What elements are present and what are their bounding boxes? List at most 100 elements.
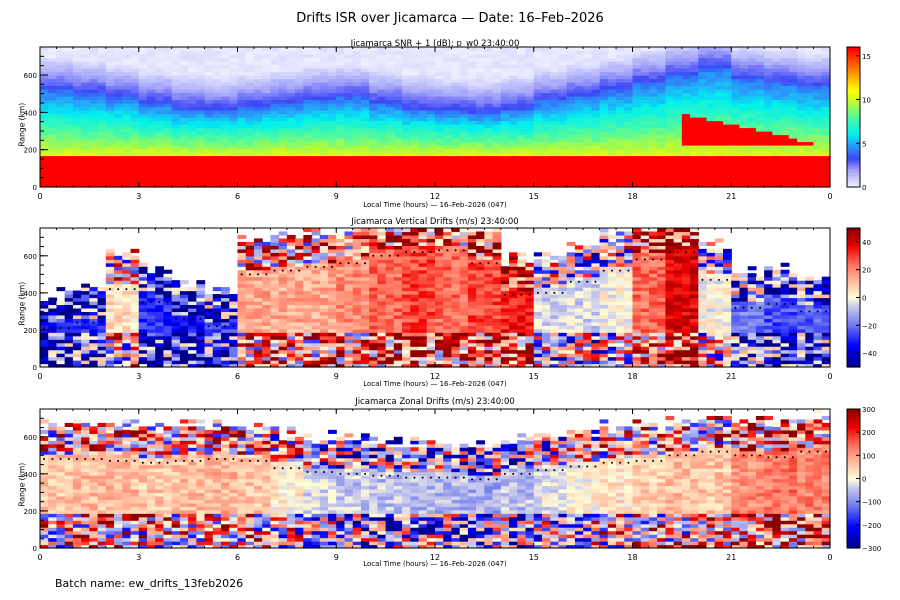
heatmap-cell xyxy=(114,159,123,164)
heatmap-cell xyxy=(56,145,66,150)
heatmap-cell xyxy=(105,339,115,344)
heatmap-cell xyxy=(648,148,658,153)
heatmap-cell xyxy=(155,92,165,97)
heatmap-cell xyxy=(146,356,156,361)
heatmap-cell xyxy=(138,89,148,94)
heatmap-cell xyxy=(286,145,296,150)
heatmap-cell xyxy=(155,360,165,365)
heatmap-cell xyxy=(221,68,230,73)
heatmap-cell xyxy=(122,82,132,87)
heatmap-cell xyxy=(179,297,189,302)
heatmap-cell xyxy=(632,176,642,181)
heatmap-cell xyxy=(81,85,90,90)
heatmap-cell xyxy=(443,134,453,139)
heatmap-cell xyxy=(188,290,197,295)
heatmap-cell xyxy=(813,166,823,171)
heatmap-cell xyxy=(467,152,477,157)
heatmap-cell xyxy=(130,339,140,344)
heatmap-cell xyxy=(81,287,90,292)
heatmap-cell xyxy=(138,339,148,344)
heatmap-cell xyxy=(328,166,337,171)
heatmap-cell xyxy=(286,262,296,267)
heatmap-cell xyxy=(212,113,222,118)
heatmap-cell xyxy=(286,318,296,323)
heatmap-cell xyxy=(130,255,140,260)
heatmap-cell xyxy=(344,127,354,132)
heatmap-cell xyxy=(155,273,165,278)
heatmap-cell xyxy=(270,54,280,59)
heatmap-cell xyxy=(188,138,197,143)
heatmap-cell xyxy=(640,183,650,188)
heatmap-cell xyxy=(278,50,288,55)
heatmap-cell xyxy=(56,307,66,313)
heatmap-cell xyxy=(196,314,206,319)
heatmap-cell xyxy=(204,166,214,171)
heatmap-cell xyxy=(459,103,469,108)
heatmap-cell xyxy=(262,162,272,167)
heatmap-cell xyxy=(122,138,132,143)
heatmap-cell xyxy=(122,318,132,323)
heatmap-cell xyxy=(566,173,576,178)
heatmap-cell xyxy=(295,287,304,292)
heatmap-cell xyxy=(648,89,658,94)
heatmap-cell xyxy=(105,141,115,146)
heatmap-cell xyxy=(459,176,469,181)
heatmap-cell xyxy=(706,78,716,83)
heatmap-cell xyxy=(122,273,132,278)
heatmap-cell xyxy=(739,71,749,76)
y-tick-label: 400 xyxy=(24,109,37,117)
heatmap-cell xyxy=(821,166,831,171)
heatmap-cell xyxy=(402,110,411,115)
heatmap-cell xyxy=(813,68,823,73)
heatmap-cell xyxy=(377,103,387,108)
heatmap-cell xyxy=(410,103,420,108)
heatmap-cell xyxy=(459,138,469,143)
heatmap-cell xyxy=(245,54,255,59)
heatmap-cell xyxy=(204,92,214,97)
heatmap-cell xyxy=(72,75,82,80)
heatmap-cell xyxy=(739,120,749,125)
heatmap-cell xyxy=(81,180,90,185)
heatmap-cell xyxy=(72,155,82,160)
heatmap-cell xyxy=(435,148,444,153)
heatmap-cell xyxy=(377,110,387,115)
heatmap-cell xyxy=(723,64,732,69)
heatmap-cell xyxy=(706,113,716,118)
heatmap-cell xyxy=(303,78,313,83)
heatmap-cell xyxy=(311,138,321,143)
heatmap-cell xyxy=(665,176,675,181)
heatmap-cell xyxy=(352,124,362,129)
heatmap-cell xyxy=(385,99,395,104)
heatmap-cell xyxy=(550,166,560,171)
heatmap-cell xyxy=(179,47,189,52)
heatmap-cell xyxy=(188,89,197,94)
heatmap-cell xyxy=(797,159,806,164)
heatmap-cell xyxy=(179,89,189,94)
heatmap-cell xyxy=(221,64,230,69)
heatmap-cell xyxy=(270,241,280,246)
heatmap-cell xyxy=(616,169,625,174)
heatmap-cell xyxy=(64,96,74,101)
colorbar-tick-label: 15 xyxy=(862,53,871,61)
heatmap-cell xyxy=(681,173,691,178)
colorbar-segment xyxy=(847,110,860,113)
heatmap-cell xyxy=(402,173,411,178)
heatmap-cell xyxy=(188,183,197,188)
heatmap-cell xyxy=(657,85,667,90)
heatmap-cell xyxy=(253,169,263,174)
heatmap-cell xyxy=(723,78,732,83)
heatmap-cell xyxy=(303,162,313,167)
heatmap-cell xyxy=(130,290,140,295)
heatmap-cell xyxy=(550,89,560,94)
heatmap-cell xyxy=(56,138,66,143)
heatmap-cell xyxy=(706,50,716,55)
heatmap-cell xyxy=(385,124,395,129)
heatmap-cell xyxy=(698,78,708,83)
heatmap-cell xyxy=(64,183,74,188)
heatmap-cell xyxy=(286,47,296,52)
heatmap-cell xyxy=(179,110,189,115)
heatmap-cell xyxy=(245,318,255,323)
heatmap-cell xyxy=(114,89,123,94)
heatmap-cell xyxy=(418,169,428,174)
heatmap-cell xyxy=(640,92,650,97)
